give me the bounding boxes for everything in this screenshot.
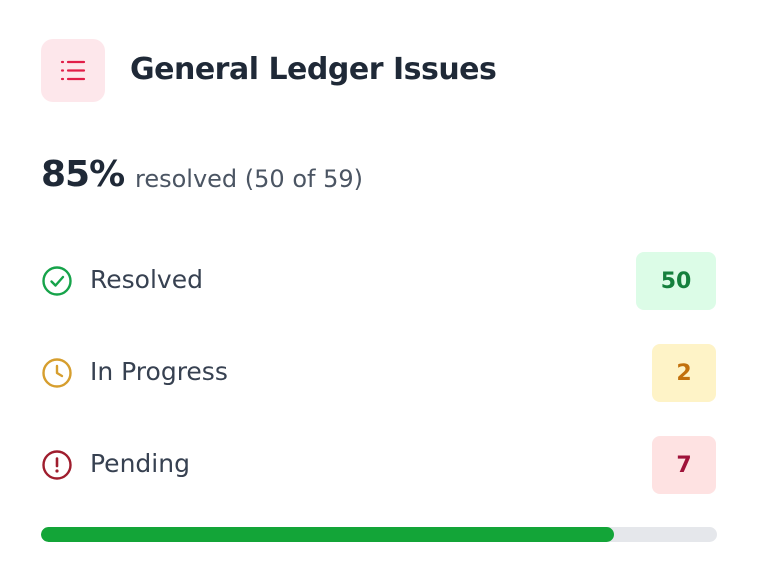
progress-track: [41, 527, 717, 542]
title: General Ledger Issues: [130, 52, 497, 87]
in-progress-icon: [42, 358, 72, 388]
status-label: Resolved: [90, 265, 203, 294]
percent: 85%: [41, 154, 125, 195]
status-count: 7: [652, 436, 716, 494]
status-label: In Progress: [90, 357, 228, 386]
status-count: 50: [636, 252, 716, 310]
list-icon: [60, 60, 86, 81]
status-count: 2: [652, 344, 716, 402]
pending-icon: [42, 450, 72, 480]
status-label: Pending: [90, 449, 190, 478]
summary-text: resolved (50 of 59): [135, 165, 363, 193]
header-icon: [41, 39, 105, 102]
resolved-icon: [42, 266, 72, 296]
progress-fill: [41, 527, 614, 542]
